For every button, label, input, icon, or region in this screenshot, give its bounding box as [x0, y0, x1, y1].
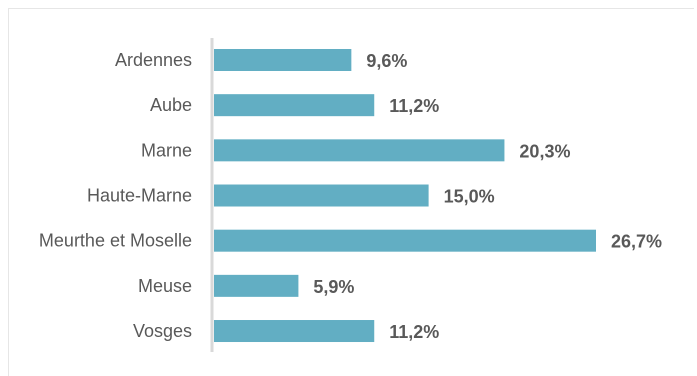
bar-meurthe-et-moselle [214, 229, 596, 252]
category-label: Vosges [133, 321, 192, 341]
value-label: 11,2% [389, 322, 439, 342]
bar-marne [214, 139, 505, 162]
value-label: 26,7% [611, 232, 662, 252]
value-label: 20,3% [519, 141, 570, 161]
category-label: Marne [141, 140, 192, 160]
bar-meuse [214, 274, 299, 297]
value-label: 9,6% [366, 51, 407, 71]
bar-aube [214, 94, 375, 117]
value-label: 11,2% [389, 96, 439, 116]
bar-vosges [214, 320, 375, 343]
category-label: Haute-Marne [87, 186, 192, 206]
value-label: 5,9% [313, 277, 354, 297]
value-label: 15,0% [444, 187, 495, 207]
category-label: Meurthe et Moselle [39, 231, 192, 251]
category-label: Aube [150, 95, 192, 115]
category-label: Ardennes [115, 50, 192, 70]
bar-ardennes [214, 49, 352, 71]
category-label: Meuse [138, 276, 192, 296]
bar-haute-marne [214, 184, 429, 207]
